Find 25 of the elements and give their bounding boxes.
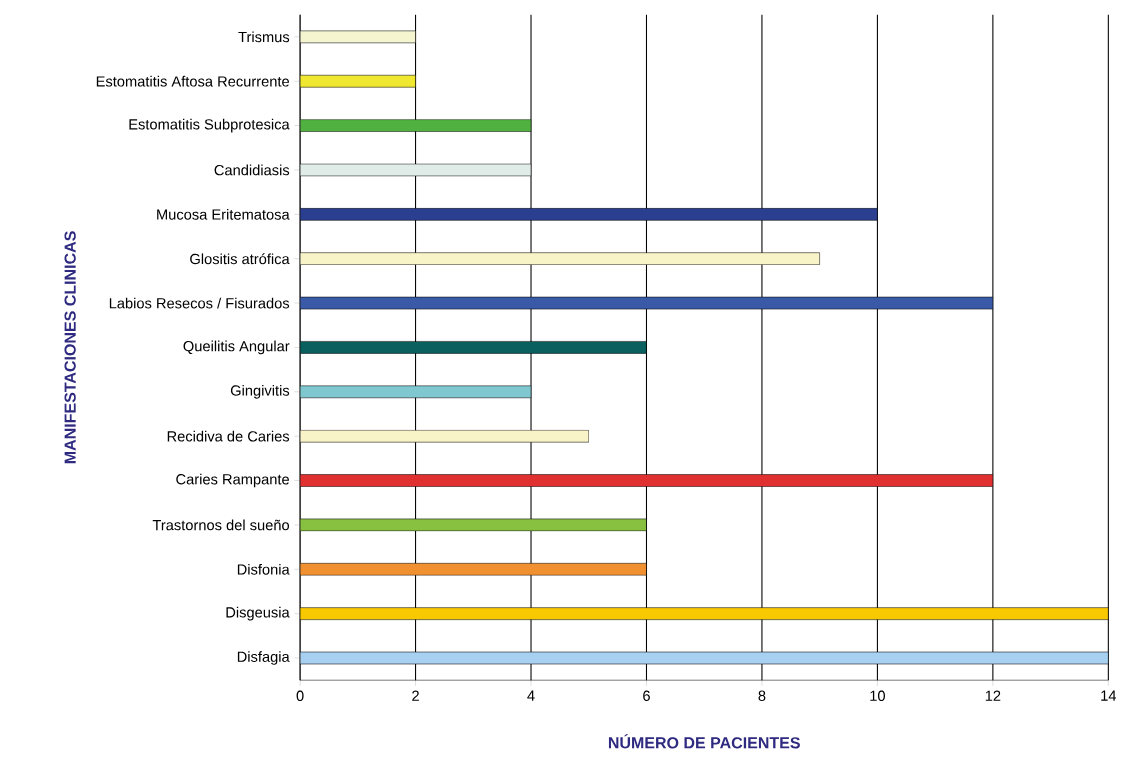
y-tick-label: Disfonia — [237, 564, 290, 575]
y-tick-label: Labios Resecos / Fisurados — [109, 297, 290, 309]
y-tick-label: Estomatitis Aftosa Recurrente — [96, 76, 290, 87]
x-tick-label: 0 — [296, 690, 304, 702]
x-tick-label: 4 — [527, 690, 535, 701]
x-tick-label: 8 — [758, 690, 766, 702]
y-tick-label: Glositis atrófica — [190, 253, 290, 265]
y-tick-label: Queilitis Angular — [183, 340, 290, 355]
x-tick-label: 6 — [643, 690, 650, 702]
y-tick-label: Caries Rampante — [176, 473, 290, 488]
y-tick-label: Disgeusia — [226, 607, 290, 621]
y-tick-label: Recidiva de Caries — [167, 431, 290, 442]
y-tick-label: Gingivitis — [230, 385, 290, 399]
y-tick-label: Trismus — [238, 31, 290, 43]
x-tick-label: 2 — [412, 690, 419, 702]
x-tick-label: 12 — [985, 690, 1001, 702]
y-axis-title: MANIFESTACIONES CLINICAS — [64, 231, 76, 464]
x-axis-title: NÚMERO DE PACIENTES — [608, 734, 800, 749]
y-tick-label: Estomatitis Subprotesica — [129, 118, 290, 133]
x-tick-label: 14 — [1101, 690, 1117, 701]
y-tick-label: Mucosa Eritematosa — [157, 209, 290, 220]
x-tick-label: 10 — [870, 690, 885, 702]
y-tick-label: Candidiasis — [214, 164, 290, 176]
y-tick-label: Trastornos del sueño — [152, 519, 290, 531]
y-tick-label: Disfagia — [237, 651, 290, 666]
